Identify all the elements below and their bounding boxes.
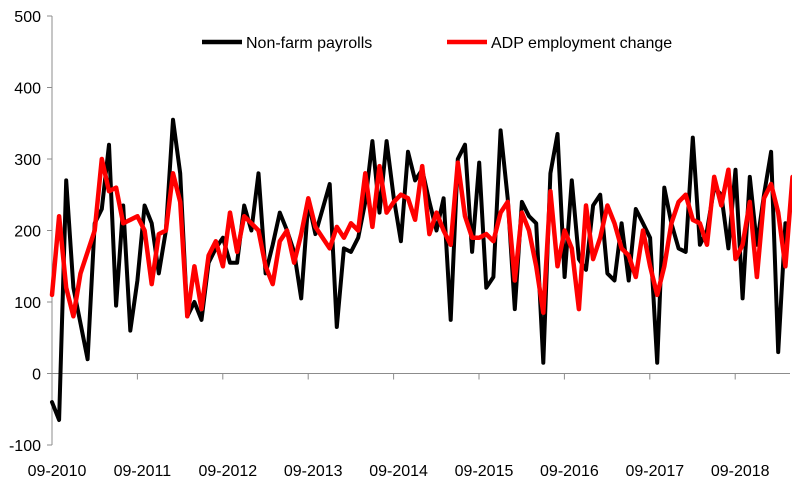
legend-label: Non-farm payrolls bbox=[246, 35, 372, 52]
x-tick-label: 09-2010 bbox=[28, 463, 87, 480]
y-tick-label: 200 bbox=[14, 224, 41, 241]
series-layer bbox=[49, 117, 792, 422]
x-tick-label: 09-2012 bbox=[198, 463, 257, 480]
y-tick-label: 500 bbox=[14, 9, 41, 26]
x-tick-label: 09-2017 bbox=[625, 463, 684, 480]
legend-label: ADP employment change bbox=[491, 35, 672, 52]
y-tick-label: 400 bbox=[14, 81, 41, 98]
y-tick-label: 0 bbox=[32, 367, 41, 384]
x-tick-label: 09-2014 bbox=[369, 463, 428, 480]
x-tick-label: 09-2016 bbox=[540, 463, 599, 480]
x-tick-label: 09-2011 bbox=[114, 463, 172, 480]
legend: Non-farm payrolls ADP employment change bbox=[202, 35, 672, 52]
y-axis: -100 0 100 200 300 400 500 bbox=[9, 9, 53, 455]
y-tick-label: -100 bbox=[9, 438, 41, 455]
y-tick-label: 100 bbox=[14, 295, 41, 312]
y-tick-label: 300 bbox=[14, 152, 41, 169]
x-tick-label: 09-2018 bbox=[711, 463, 770, 480]
series-line-adp-employment-change bbox=[49, 156, 792, 319]
series-line-nonfarm-payrolls bbox=[50, 117, 788, 422]
x-tick-label: 09-2015 bbox=[455, 463, 514, 480]
x-tick-label: 09-2013 bbox=[284, 463, 343, 480]
x-axis: 09-2010 09-2011 09-2012 09-2013 09-2014 09-20… bbox=[28, 373, 790, 480]
